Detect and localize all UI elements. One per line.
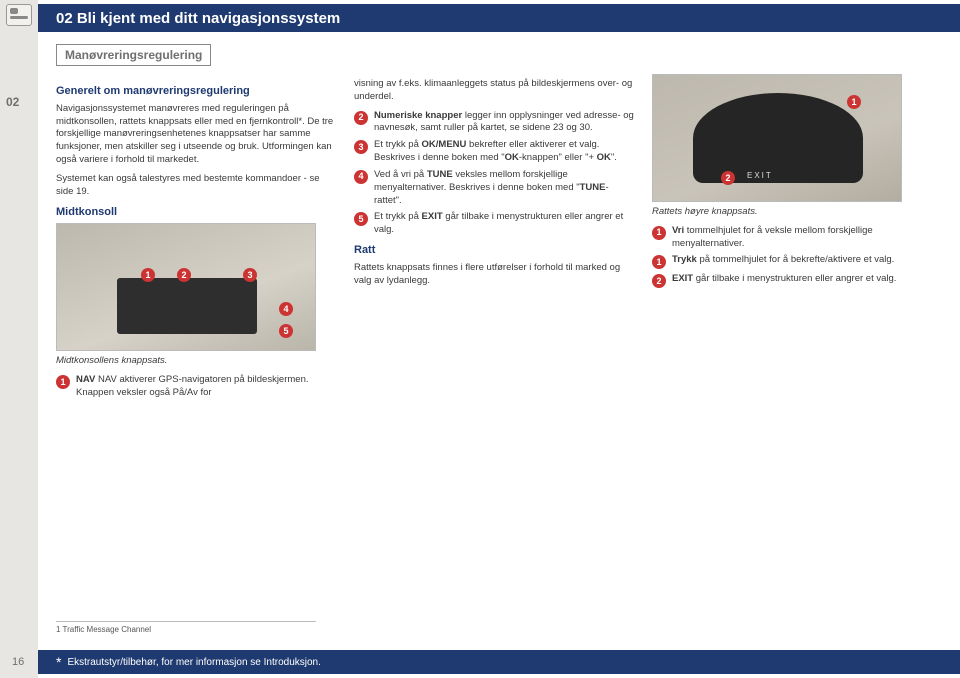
console-shape (117, 278, 257, 334)
footnote: 1 Traffic Message Channel (56, 625, 151, 634)
content-columns: Generelt om manøvreringsregulering Navig… (56, 78, 952, 404)
col1-heading-2: Midtkonsoll (56, 205, 338, 220)
wheel-shape (693, 93, 863, 183)
list-item: 4 Ved å vri på TUNE veksles mellom forskj… (354, 169, 636, 207)
ratt-photo: 1 2 EXIT (652, 74, 902, 202)
col1-item-1-text: NAV NAV aktiverer GPS-navigatoren på bil… (76, 374, 338, 400)
exit-label: EXIT (747, 171, 773, 182)
badge: 2 (354, 111, 368, 125)
badge: 5 (354, 212, 368, 226)
list-item: 5 Et trykk på EXIT går tilbake i menystru… (354, 211, 636, 237)
footer-star-icon: * (56, 654, 61, 670)
col2-top-para: visning av f.eks. klimaanleggets status … (354, 78, 636, 104)
badge: 1 (652, 255, 666, 269)
footer-text: Ekstrautstyr/tilbehør, for mer informasj… (67, 657, 320, 668)
page-number: 16 (12, 656, 24, 668)
chapter-title-bar: 02 Bli kjent med ditt navigasjonssystem (38, 4, 960, 32)
column-1: Generelt om manøvreringsregulering Navig… (56, 78, 338, 404)
col1-para-2: Systemet kan også talestyres med bestemt… (56, 173, 338, 199)
column-3: 1 2 EXIT Rattets høyre knappsats. 1 Vri tom… (652, 78, 934, 404)
col1-item-1: 1 NAV NAV aktiverer GPS-navigatoren på b… (56, 374, 338, 400)
chapter-title: 02 Bli kjent med ditt navigasjonssystem (56, 10, 340, 27)
list-item-text: Ved å vri på TUNE veksles mellom forskje… (374, 169, 636, 207)
badge-1: 1 (56, 375, 70, 389)
badge: 3 (354, 140, 368, 154)
badge: 4 (354, 170, 368, 184)
list-item-text: Et trykk på OK/MENU bekrefter eller akti… (374, 139, 636, 165)
col1-caption: Midtkonsollens knappsats. (56, 355, 338, 368)
photo-badge: 2 (721, 171, 735, 185)
col1-para-1: Navigasjonssystemet manøvreres med regul… (56, 103, 338, 167)
list-item: 1 Vri tommelhjulet for å veksle mellom fo… (652, 225, 934, 251)
badge: 1 (652, 226, 666, 240)
list-item-text: Trykk på tommelhjulet for å bekrefte/akt… (672, 254, 934, 269)
list-item-text: Et trykk på EXIT går tilbake i menystruk… (374, 211, 636, 237)
col1-heading-1: Generelt om manøvreringsregulering (56, 84, 338, 99)
photo-badge: 5 (279, 324, 293, 338)
midtkonsoll-photo: 12345 (56, 223, 316, 351)
section-heading: Manøvreringsregulering (56, 44, 211, 66)
header-icon (6, 4, 32, 26)
list-item-text: EXIT går tilbake i menystrukturen eller … (672, 273, 934, 288)
list-item: 2 Numeriske knapper legger inn opplysning… (354, 110, 636, 136)
list-item: 3 Et trykk på OK/MENU bekrefter eller akt… (354, 139, 636, 165)
photo-badge: 1 (847, 95, 861, 109)
photo-badge: 4 (279, 302, 293, 316)
badge: 2 (652, 274, 666, 288)
col2-para-ratt: Rattets knappsats finnes i flere utførel… (354, 262, 636, 288)
col3-caption: Rattets høyre knappsats. (652, 206, 934, 219)
col2-heading-ratt: Ratt (354, 243, 636, 258)
list-item: 2 EXIT går tilbake i menystrukturen eller… (652, 273, 934, 288)
column-2: visning av f.eks. klimaanleggets status … (354, 78, 636, 404)
footnote-rule (56, 621, 316, 622)
chapter-number: 02 (6, 95, 19, 109)
footer-bar: * Ekstrautstyr/tilbehør, for mer informa… (38, 650, 960, 674)
list-item: 1 Trykk på tommelhjulet for å bekrefte/ak… (652, 254, 934, 269)
list-item-text: Vri tommelhjulet for å veksle mellom for… (672, 225, 934, 251)
list-item-text: Numeriske knapper legger inn opplysninge… (374, 110, 636, 136)
